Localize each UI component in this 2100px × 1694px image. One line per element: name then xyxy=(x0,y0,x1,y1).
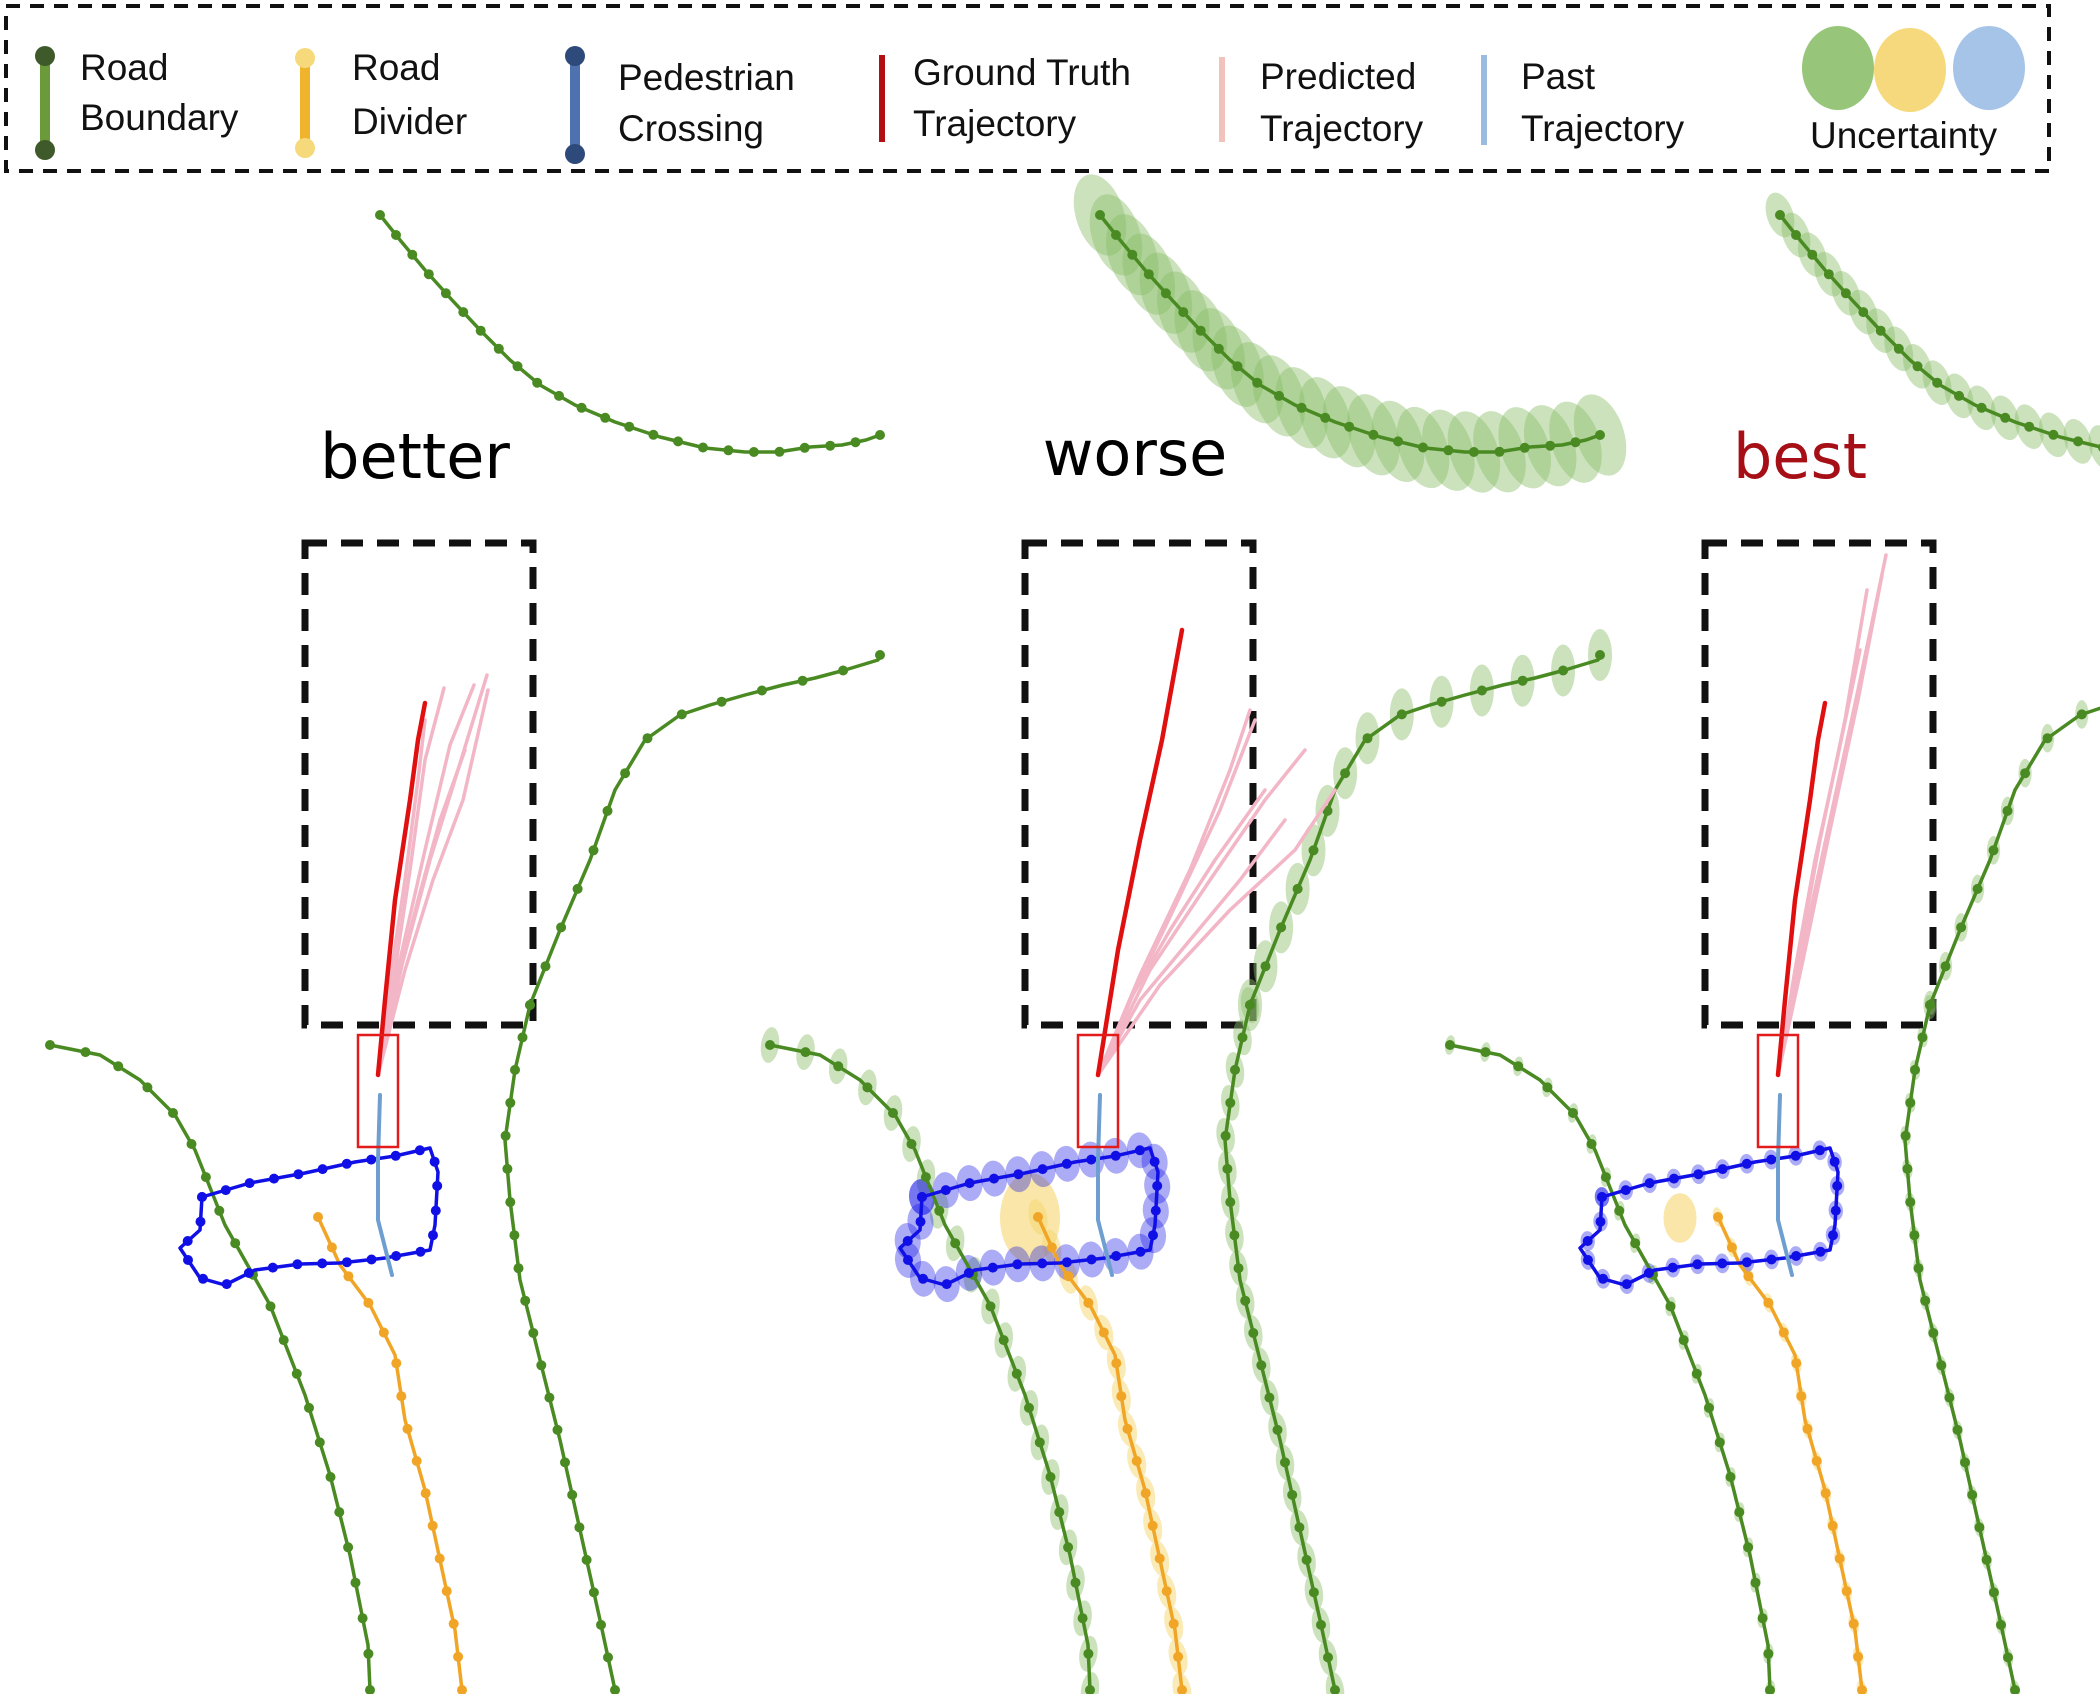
zoom-region-box xyxy=(1701,539,1937,1029)
panel-best: best xyxy=(1444,192,2100,1694)
uncertainty-ellipse xyxy=(2088,425,2100,470)
pedestrian-crossing xyxy=(898,1145,1163,1290)
predicted-trajectory xyxy=(1096,818,1287,1077)
legend-frame xyxy=(4,4,2051,173)
legend-predicted-label-2: Trajectory xyxy=(1260,108,1424,149)
predicted-trajectory xyxy=(376,748,467,1077)
road-boundary xyxy=(765,1040,1095,1694)
road-boundary xyxy=(1775,210,2100,452)
legend-road-boundary-icon xyxy=(35,46,55,160)
panels: better worse best xyxy=(45,174,2100,1694)
panel-title: worse xyxy=(1043,417,1228,490)
past-trajectory xyxy=(1776,1093,1794,1277)
pedestrian-crossing xyxy=(178,1145,443,1290)
road-boundary xyxy=(1925,706,2100,1010)
zoom-region-box xyxy=(1021,539,1257,1029)
panel-worse: worse xyxy=(760,174,1627,1694)
predicted-trajectory xyxy=(1096,788,1267,1077)
road-divider xyxy=(313,1212,467,1694)
legend-pedestrian-crossing-label-2: Crossing xyxy=(618,108,764,149)
legend-ground-truth-label-2: Trajectory xyxy=(913,103,1077,144)
road-boundary xyxy=(1095,210,1605,457)
legend-road-boundary-label-1: Road xyxy=(80,47,168,88)
zoom-region-box xyxy=(301,539,537,1029)
legend-predicted-label-1: Predicted xyxy=(1260,56,1416,97)
ground-truth-trajectory xyxy=(1095,627,1185,1078)
road-boundary xyxy=(1220,1000,1340,1694)
ground-truth-trajectory xyxy=(375,700,428,1078)
road-boundary xyxy=(45,1040,375,1694)
predicted-trajectory xyxy=(1776,648,1862,1077)
legend-uncertainty-label: Uncertainty xyxy=(1810,115,1998,156)
ego-vehicle-box xyxy=(356,1033,400,1149)
road-divider xyxy=(1033,1212,1187,1694)
ego-vehicle-box xyxy=(1756,1033,1800,1149)
uncertainty-ellipse xyxy=(1000,1173,1060,1263)
past-trajectory xyxy=(376,1093,394,1277)
road-divider xyxy=(1713,1212,1867,1694)
legend-road-divider-icon xyxy=(295,48,315,158)
legend-past-label-1: Past xyxy=(1521,56,1596,97)
legend-past-label-2: Trajectory xyxy=(1521,108,1685,149)
panel-better: better xyxy=(45,210,885,1694)
legend-road-divider-label-1: Road xyxy=(352,47,440,88)
predicted-trajectory xyxy=(1776,553,1888,1077)
predicted-trajectory xyxy=(376,688,490,1077)
road-boundary xyxy=(375,210,885,457)
legend-uncertainty-icon xyxy=(1802,26,2025,112)
predicted-trajectories xyxy=(1776,553,1888,1077)
predicted-trajectory xyxy=(1096,748,1307,1077)
ego-vehicle-box xyxy=(1076,1033,1120,1149)
panel-title: better xyxy=(320,420,510,493)
ground-truth-trajectory xyxy=(1775,700,1828,1078)
predicted-trajectories xyxy=(376,673,490,1077)
uncertainty-ellipse xyxy=(1663,1193,1697,1243)
legend-pedestrian-crossing-label-1: Pedestrian xyxy=(618,57,795,98)
pedestrian-crossing xyxy=(1578,1145,1843,1290)
predicted-trajectory xyxy=(1096,788,1337,1077)
road-boundary xyxy=(1445,1040,1775,1694)
legend: Road Boundary Road Divider Pedestrian Cr… xyxy=(4,4,2051,173)
past-trajectory xyxy=(1096,1093,1114,1277)
predicted-trajectory xyxy=(376,686,446,1077)
road-boundary xyxy=(1245,650,1605,1010)
legend-ground-truth-label-1: Ground Truth xyxy=(913,52,1131,93)
legend-road-boundary-label-2: Boundary xyxy=(80,97,239,138)
road-boundary xyxy=(500,1000,620,1694)
road-boundary xyxy=(525,650,885,1010)
legend-road-divider-label-2: Divider xyxy=(352,101,467,142)
panel-title: best xyxy=(1733,420,1867,493)
road-boundary xyxy=(1900,1000,2020,1694)
predicted-trajectories xyxy=(1096,708,1337,1077)
legend-pedestrian-crossing-icon xyxy=(565,46,585,164)
